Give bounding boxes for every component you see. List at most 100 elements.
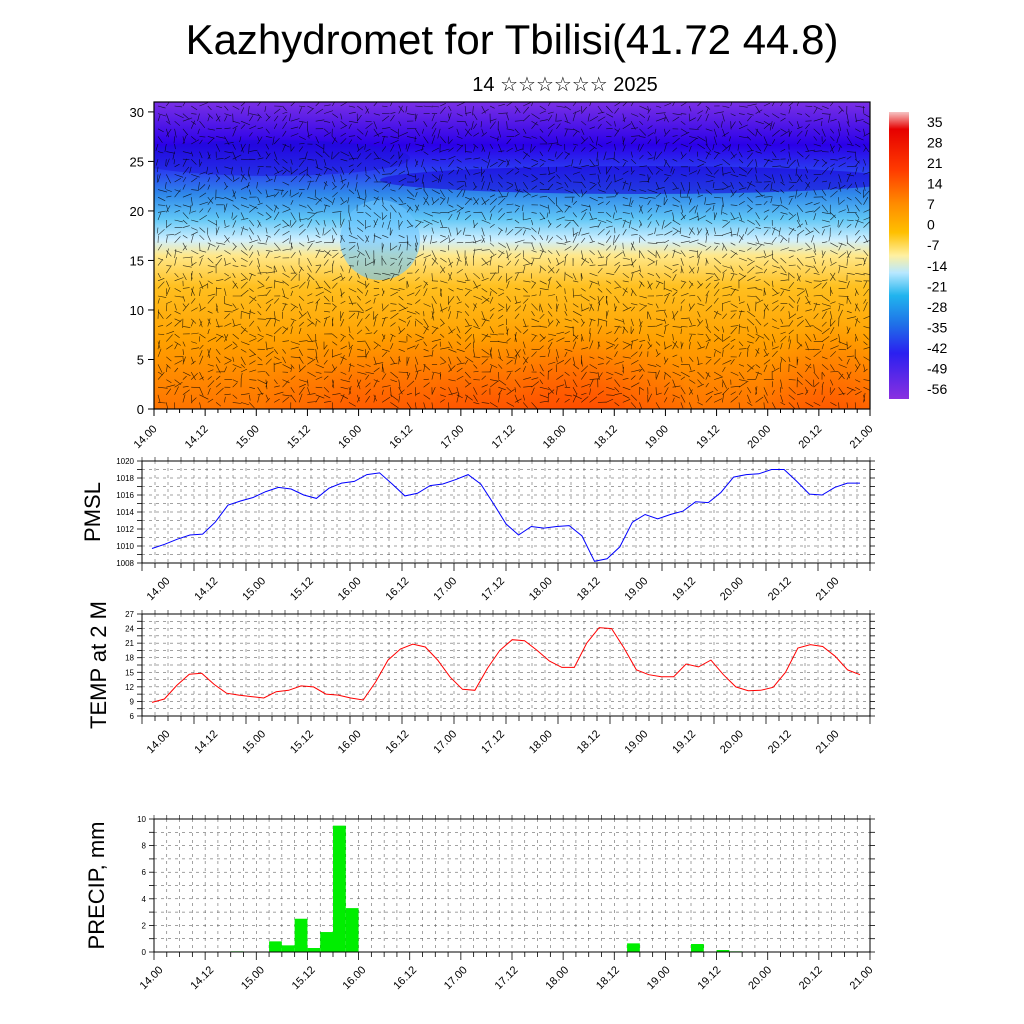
series-line	[151, 627, 861, 703]
x-tick-label: 16.00	[336, 728, 364, 756]
x-tick-label: 15.00	[240, 575, 268, 603]
x-tick-label: 16.12	[384, 575, 412, 603]
x-tick-label: 17.12	[479, 728, 507, 756]
y-tick-label: 1012	[116, 525, 134, 534]
x-tick-label: 18.00	[527, 728, 555, 756]
colorbar	[889, 112, 909, 399]
y-tick-label: 1018	[116, 474, 134, 483]
heatmap-field	[154, 102, 870, 409]
cold-tongue	[340, 200, 420, 280]
colorbar-label: 14	[927, 176, 943, 192]
colorbar-label: -49	[927, 360, 947, 376]
x-tick-label: 17.00	[431, 728, 459, 756]
colorbar-label: 21	[927, 155, 943, 171]
x-tick-label: 17.12	[479, 575, 507, 603]
x-tick-label: 21.00	[814, 575, 842, 603]
x-tick-label: 21.00	[848, 423, 876, 451]
y-tick-label: 6	[142, 868, 147, 877]
y-tick-label: 24	[125, 625, 134, 634]
chart-subtitle: 14 ☆☆☆☆☆☆ 2025	[472, 74, 658, 96]
colorbar-label: 0	[927, 217, 935, 233]
precip-bar	[691, 944, 704, 952]
x-tick-label: 17.00	[442, 964, 470, 992]
y-tick-label: 0	[142, 948, 147, 957]
precip-bar	[294, 918, 308, 952]
y-tick-label: 15	[130, 253, 144, 268]
y-tick-label: 1010	[116, 542, 134, 551]
x-tick-label: 16.00	[336, 575, 364, 603]
x-tick-label: 16.12	[391, 964, 419, 992]
x-tick-label: 17.00	[431, 575, 459, 603]
x-tick-label: 21.00	[848, 964, 876, 992]
y-tick-label: 30	[130, 105, 144, 120]
x-tick-label: 14.00	[145, 728, 173, 756]
x-tick-label: 19.00	[622, 575, 650, 603]
y-tick-label: 1020	[116, 457, 134, 466]
y-axis-label: TEMP at 2 M	[86, 601, 111, 729]
x-tick-label: 20.00	[718, 728, 746, 756]
x-tick-label: 15.12	[285, 423, 313, 451]
x-tick-label: 15.00	[234, 423, 262, 451]
y-tick-label: 2	[142, 921, 147, 930]
x-tick-label: 14.12	[188, 964, 216, 992]
colorbar-label: -7	[927, 237, 940, 253]
panel-line: 1008 1010 1012 1014 1016 1018 1020 14.00 14.12 15…	[80, 457, 875, 603]
x-tick-label: 19.00	[622, 728, 650, 756]
x-tick-label: 18.00	[543, 964, 571, 992]
x-tick-label: 18.12	[592, 423, 620, 451]
panel-line: 6 9 12 15 18 21 24 27 14.00 14.12 15.00 15.12 16.00 1…	[86, 601, 875, 756]
x-tick-label: 20.12	[766, 728, 794, 756]
x-tick-label: 19.12	[694, 423, 722, 451]
x-tick-label: 20.12	[766, 575, 794, 603]
x-tick-label: 16.12	[384, 728, 412, 756]
y-tick-label: 10	[130, 303, 144, 318]
x-tick-label: 14.12	[192, 575, 220, 603]
x-tick-label: 18.12	[575, 575, 603, 603]
warm-region	[765, 259, 870, 409]
y-tick-label: 6	[130, 712, 135, 721]
precip-bar	[627, 943, 640, 952]
colorbar-label: -21	[927, 278, 947, 294]
x-tick-label: 18.00	[541, 423, 569, 451]
y-tick-label: 27	[125, 610, 134, 619]
x-tick-label: 18.12	[594, 964, 622, 992]
colorbar-label: -35	[927, 319, 947, 335]
y-tick-label: 12	[125, 683, 134, 692]
x-tick-label: 20.00	[718, 575, 746, 603]
x-tick-label: 18.00	[527, 575, 555, 603]
x-tick-label: 19.12	[670, 575, 698, 603]
y-tick-label: 21	[125, 639, 134, 648]
y-tick-label: 10	[137, 815, 146, 824]
colorbar-label: -28	[927, 299, 947, 315]
x-tick-label: 15.12	[290, 964, 318, 992]
precip-bar	[281, 945, 295, 952]
x-tick-label: 15.00	[240, 728, 268, 756]
x-tick-label: 19.00	[643, 423, 671, 451]
chart-title: Kazhydromet for Tbilisi(41.72 44.8)	[185, 16, 839, 63]
y-tick-label: 25	[130, 154, 144, 169]
warm-region	[515, 259, 685, 409]
y-tick-label: 4	[142, 895, 147, 904]
y-axis-label: PRECIP, mm	[84, 822, 109, 950]
x-tick-label: 14.12	[183, 423, 211, 451]
x-tick-label: 20.00	[746, 964, 774, 992]
y-tick-label: 8	[142, 842, 147, 851]
x-tick-label: 16.12	[387, 423, 415, 451]
x-tick-label: 16.00	[340, 964, 368, 992]
precip-bar	[333, 825, 346, 952]
x-tick-label: 15.00	[239, 964, 267, 992]
x-tick-label: 14.00	[145, 575, 173, 603]
precip-bar	[320, 932, 333, 952]
colorbar-label: 28	[927, 135, 943, 151]
x-tick-label: 16.00	[336, 423, 364, 451]
precip-bar	[345, 908, 359, 952]
colorbar-label: 35	[927, 114, 943, 130]
x-tick-label: 20.12	[797, 964, 825, 992]
x-tick-label: 14.12	[192, 728, 220, 756]
x-tick-label: 19.12	[670, 728, 698, 756]
y-tick-label: 1016	[116, 491, 134, 500]
x-tick-label: 19.00	[645, 964, 673, 992]
x-tick-label: 18.12	[575, 728, 603, 756]
x-tick-label: 14.00	[132, 423, 160, 451]
